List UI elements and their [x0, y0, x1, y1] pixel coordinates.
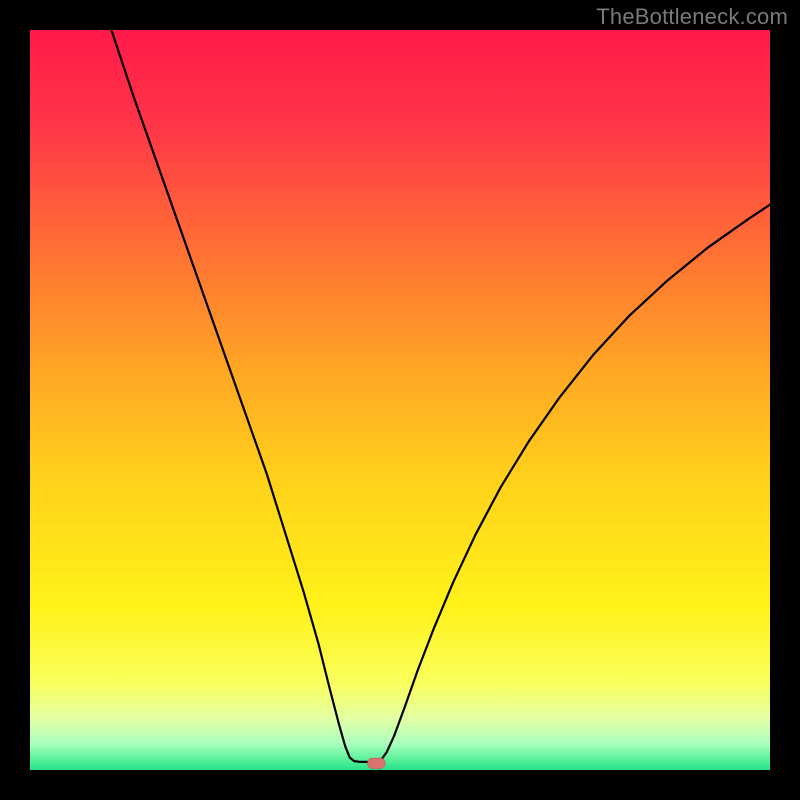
chart-background-gradient [30, 30, 770, 770]
watermark-text: TheBottleneck.com [596, 4, 788, 30]
bottleneck-chart [0, 0, 800, 800]
optimal-point-marker [367, 758, 385, 768]
